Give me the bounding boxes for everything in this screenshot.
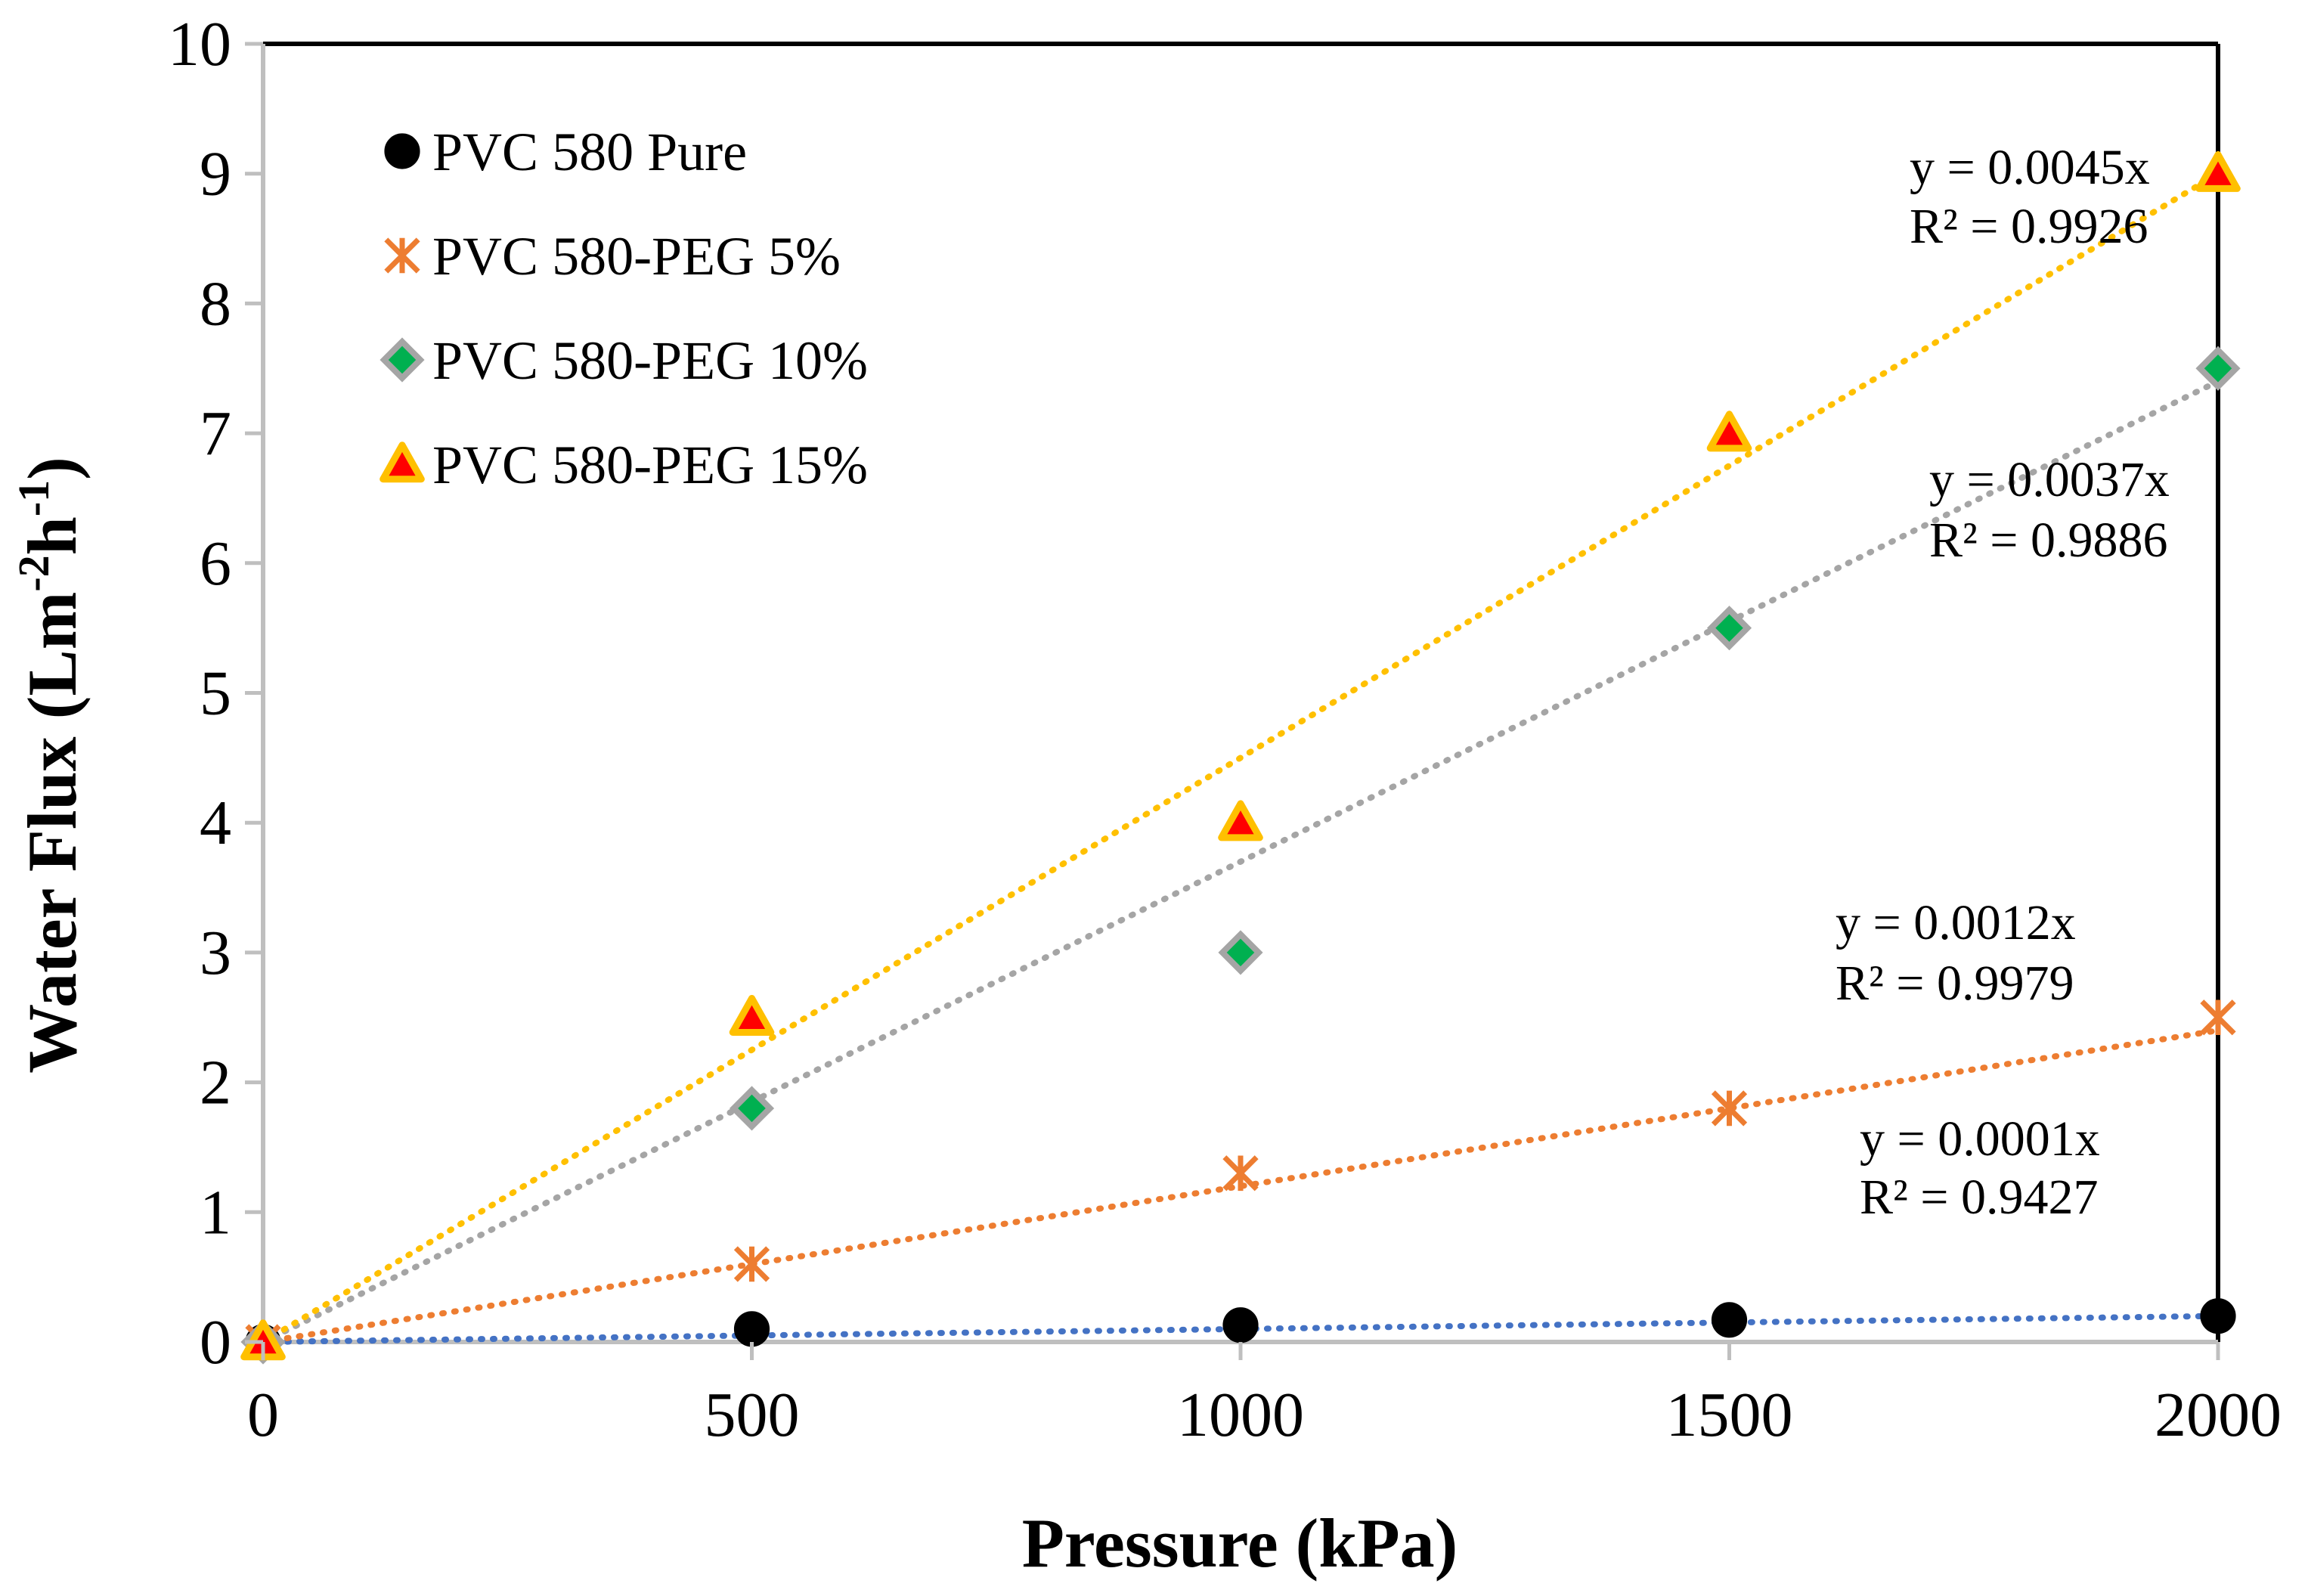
legend-label-0: PVC 580 Pure [432, 122, 747, 182]
data-point-s0-2 [1222, 1307, 1259, 1343]
y-tick-label: 8 [200, 268, 231, 339]
legend-marker-0 [384, 133, 420, 169]
data-point-s1-2 [1222, 1155, 1259, 1192]
legend-label-3: PVC 580-PEG 15% [432, 435, 868, 495]
legend-marker-1 [384, 237, 420, 274]
data-point-s1-1 [733, 1246, 770, 1282]
legend-label-2: PVC 580-PEG 10% [432, 330, 868, 391]
y-tick-label: 6 [200, 528, 231, 599]
y-tick-label: 9 [200, 139, 231, 209]
data-point-s0-3 [1711, 1302, 1748, 1338]
x-tick-label: 1500 [1666, 1380, 1793, 1450]
x-axis-title: Pressure (kPa) [1022, 1505, 1458, 1582]
legend-item-3: PVC 580-PEG 15% [380, 435, 868, 495]
data-point-s0-4 [2200, 1298, 2236, 1334]
trendline-equation-2: y = 0.0037x [1929, 452, 2170, 507]
y-tick-label: 7 [200, 398, 231, 469]
data-point-s1-4 [2200, 999, 2236, 1036]
y-tick-label: 4 [200, 788, 231, 858]
trendline-equation-3: y = 0.0045x [1910, 140, 2150, 195]
legend-item-1: PVC 580-PEG 5% [384, 226, 841, 287]
data-point-s0-1 [733, 1311, 770, 1347]
legend-label-1: PVC 580-PEG 5% [432, 226, 841, 287]
data-point-s3-2 [1218, 800, 1263, 841]
data-point-s2-1 [729, 1086, 775, 1131]
data-point-s2-4 [2195, 346, 2241, 391]
data-markers [240, 150, 2241, 1365]
data-point-s3-4 [2195, 150, 2241, 192]
trendline-2 [260, 378, 2221, 1345]
data-point-s2-2 [1218, 930, 1263, 975]
trendline-r2-3: R² = 0.9926 [1910, 199, 2148, 254]
y-tick-label: 5 [200, 659, 231, 729]
data-point-s3-1 [729, 994, 775, 1036]
trendline-r2-1: R² = 0.9979 [1836, 956, 2074, 1011]
y-tick-label: 1 [200, 1177, 231, 1247]
y-tick-label: 3 [200, 918, 231, 988]
legend-marker-3 [380, 442, 425, 483]
x-tick-label: 1000 [1177, 1380, 1304, 1450]
y-tick-label: 2 [200, 1048, 231, 1118]
trendline-r2-2: R² = 0.9886 [1929, 513, 2168, 568]
trendline-equation-1: y = 0.0012x [1836, 895, 2076, 950]
legend-marker-2 [380, 337, 425, 383]
data-point-s1-3 [1711, 1090, 1748, 1126]
trendline-r2-0: R² = 0.9427 [1860, 1170, 2099, 1225]
x-tick-label: 500 [705, 1380, 800, 1450]
x-tick-label: 0 [247, 1380, 279, 1450]
data-point-s3-3 [1706, 411, 1752, 452]
trendline-equation-0: y = 0.0001x [1860, 1111, 2100, 1167]
trendline-3 [260, 170, 2221, 1345]
data-point-s2-3 [1706, 606, 1752, 651]
axis-ticks: 0 1 2 3 4 5 6 7 8 9 10 0 500 1000 1500 2000 [168, 9, 2282, 1450]
y-axis-title: Water Flux (Lm-2h-1) [9, 457, 91, 1074]
x-tick-label: 2000 [2155, 1380, 2282, 1450]
y-tick-label: 0 [200, 1307, 231, 1378]
y-tick-label: 10 [168, 9, 231, 79]
legend: PVC 580 Pure PVC 580-PEG 5% PVC 580-PEG 10… [380, 122, 868, 495]
legend-item-2: PVC 580-PEG 10% [380, 330, 868, 391]
legend-item-0: PVC 580 Pure [384, 122, 747, 182]
